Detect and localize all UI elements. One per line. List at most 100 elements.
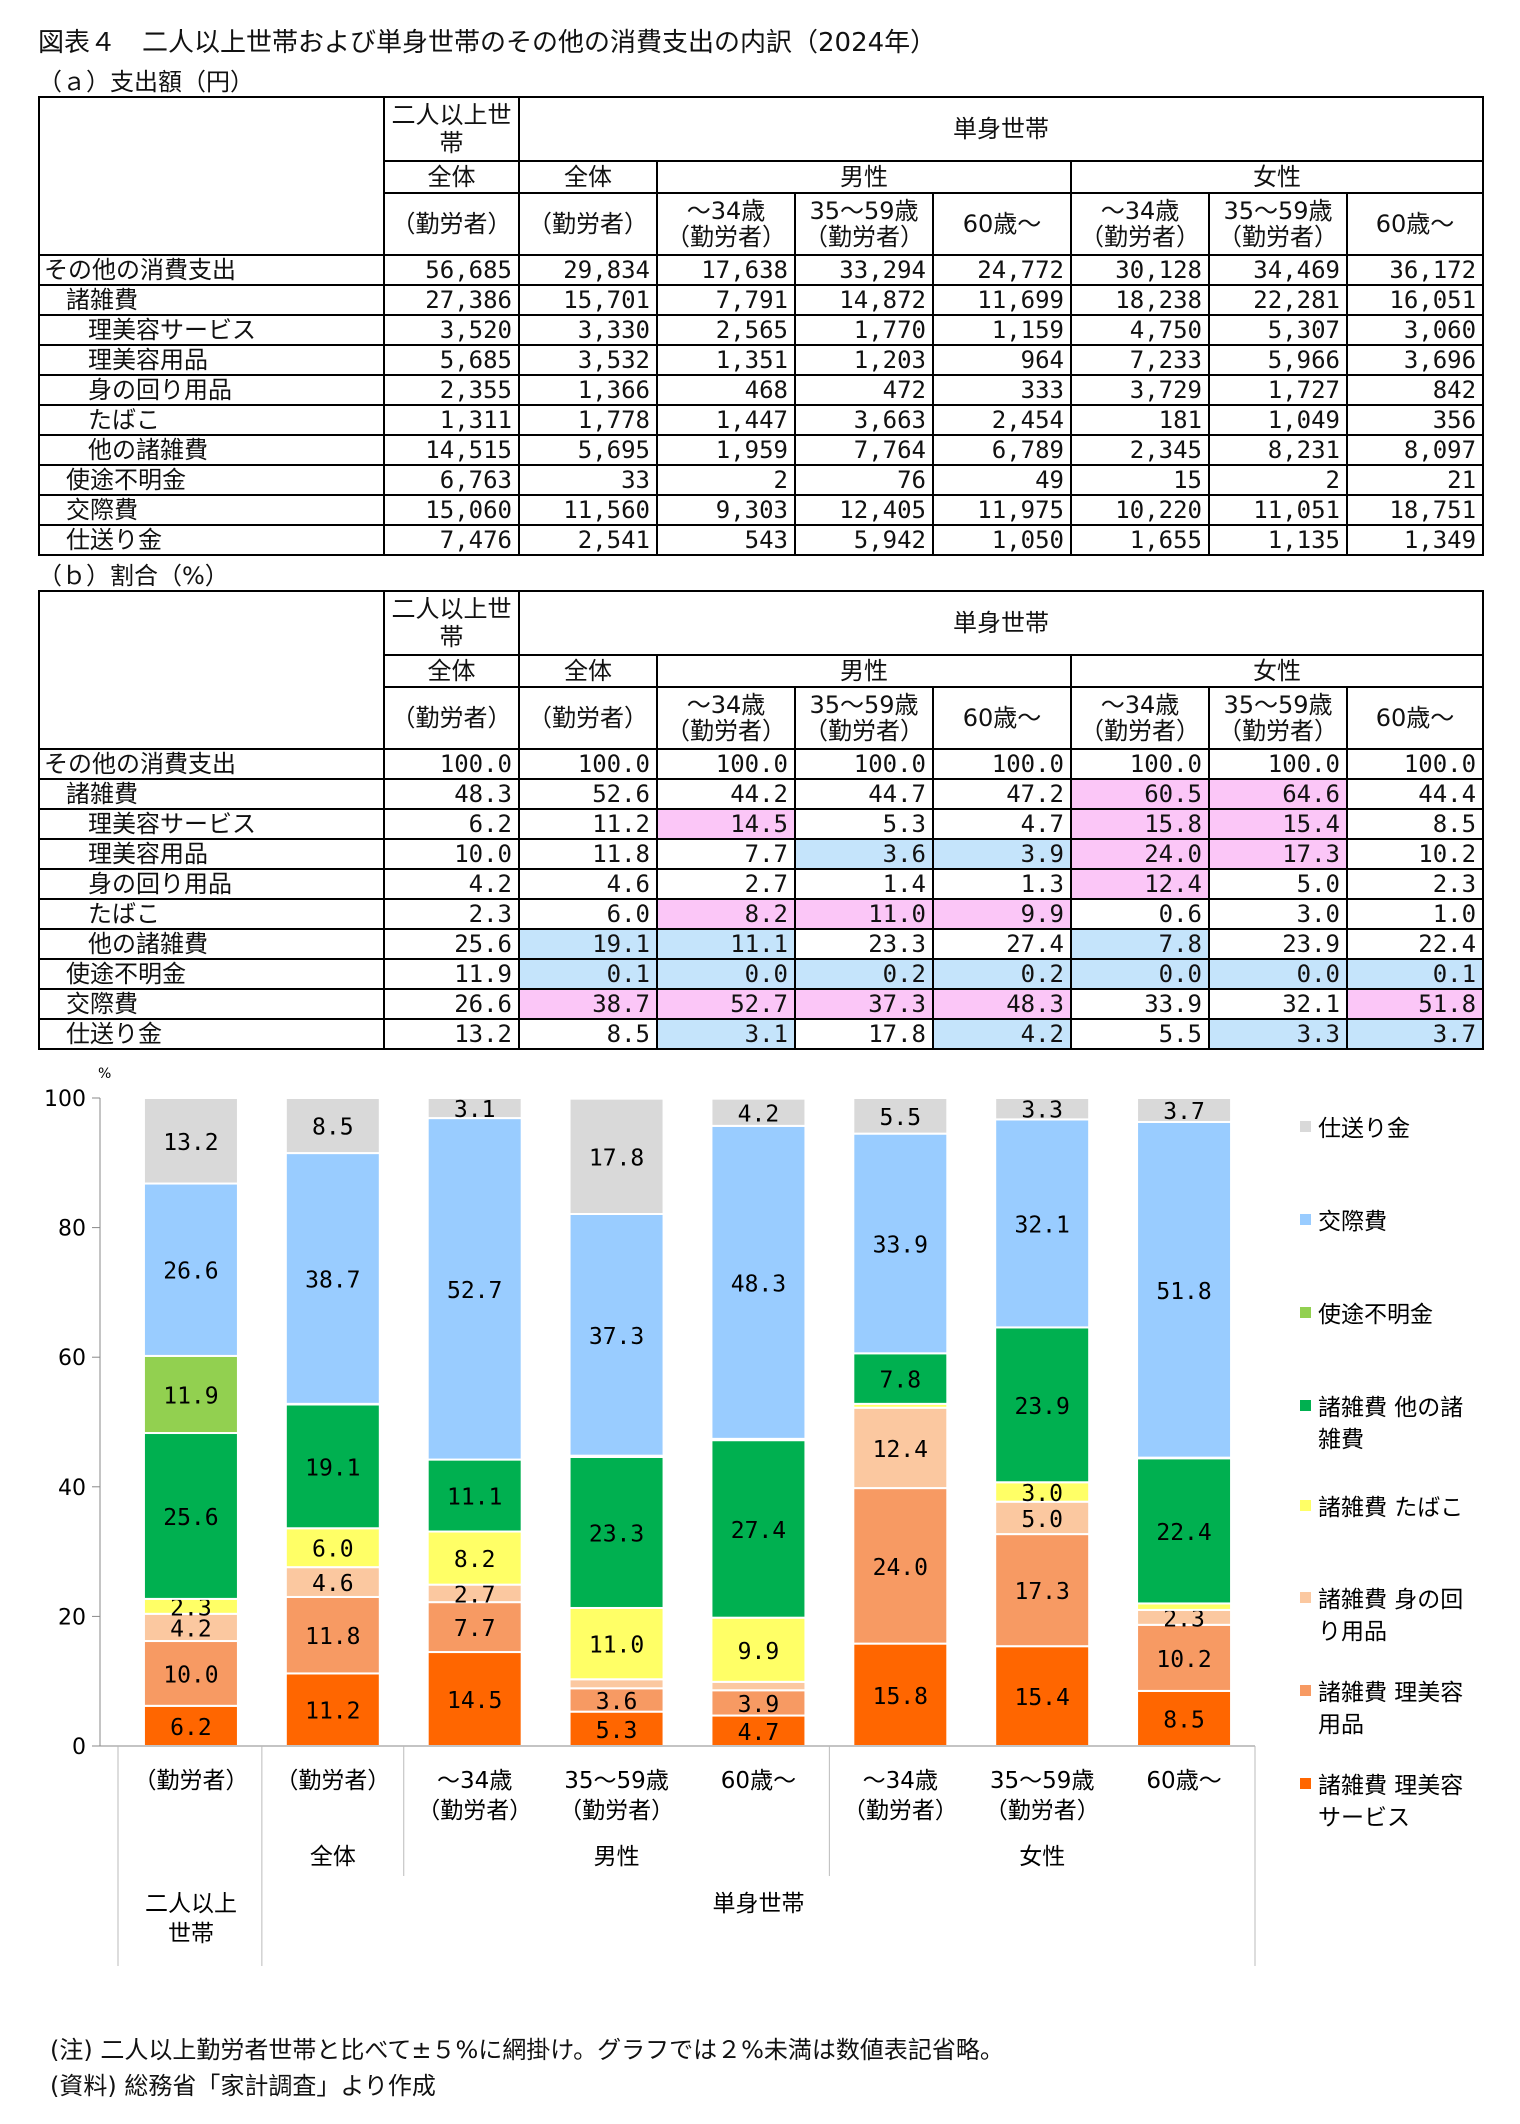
bar-segment bbox=[852, 1352, 949, 1405]
bar-segment bbox=[994, 1326, 1091, 1484]
table-b-row: 使途不明金 11.9 0.1 0.0 0.2 0.2 0.0 0.0 0.1 bbox=[38, 958, 1485, 990]
table-a-cell: 18,238 bbox=[1070, 284, 1210, 316]
table-b-cell: 27.4 bbox=[932, 928, 1072, 960]
bar-segment bbox=[852, 1642, 949, 1748]
table-b-row-label: 交際費 bbox=[38, 988, 385, 1020]
data-label: 12.4 bbox=[873, 1437, 928, 1463]
table-b-row: 理美容用品 10.0 11.8 7.7 3.6 3.9 24.0 17.3 10.2 bbox=[38, 838, 1485, 870]
table-a-cell: 12,405 bbox=[794, 494, 934, 526]
table-a-cell: 7,476 bbox=[383, 524, 520, 556]
x-tick-label: （勤労者） bbox=[275, 1768, 390, 1794]
table-a-cell: 1,050 bbox=[932, 524, 1072, 556]
table-b-header-col-3: 35～59歳 （勤労者） bbox=[794, 686, 934, 750]
data-label: 5.0 bbox=[1021, 1507, 1063, 1533]
table-a-cell: 18,751 bbox=[1345, 494, 1485, 526]
data-label: 51.8 bbox=[1156, 1279, 1211, 1305]
table-a-cell: 1,349 bbox=[1345, 524, 1485, 556]
table-a-cell: 2,355 bbox=[383, 374, 520, 406]
table-b-cell: 2.3 bbox=[383, 898, 520, 930]
table-a-cell: 33 bbox=[518, 464, 658, 496]
table-b-cell: 4.2 bbox=[932, 1018, 1072, 1050]
table-a-cell: 15,060 bbox=[383, 494, 520, 526]
x-tick-label: （勤労者） bbox=[417, 1798, 532, 1824]
data-label: 3.3 bbox=[1021, 1098, 1063, 1124]
x-tick-label: 35～59歳 bbox=[990, 1768, 1095, 1794]
data-label: 22.4 bbox=[1156, 1520, 1211, 1546]
table-a-header-col-4: 60歳～ bbox=[932, 192, 1072, 256]
source-text: (資料) 総務省「家計調査」より作成 bbox=[50, 2072, 436, 2100]
table-a-row-label: 理美容サービス bbox=[38, 314, 385, 346]
table-b-cell: 100.0 bbox=[794, 748, 934, 780]
bar-segment bbox=[142, 1097, 239, 1185]
data-label: 3.1 bbox=[454, 1097, 496, 1123]
table-b-row-label: 仕送り金 bbox=[38, 1018, 385, 1050]
table-b-header-col-4: 60歳～ bbox=[932, 686, 1072, 750]
table-b-cell: 7.7 bbox=[656, 838, 796, 870]
bar-segment bbox=[1136, 1097, 1233, 1123]
data-label: 6.2 bbox=[170, 1715, 212, 1741]
figure-title: 図表４ 二人以上世帯および単身世帯のその他の消費支出の内訳（2024年） bbox=[38, 28, 937, 58]
table-b-cell: 11.0 bbox=[794, 898, 934, 930]
data-label: 3.6 bbox=[596, 1689, 638, 1715]
table-b-header-col-7: 60歳～ bbox=[1345, 686, 1485, 750]
data-label: 11.1 bbox=[447, 1485, 502, 1511]
data-label: 3.0 bbox=[1021, 1481, 1063, 1507]
bar-segment bbox=[1136, 1120, 1233, 1459]
table-a-cell: 842 bbox=[1345, 374, 1485, 406]
table-b-cell: 9.9 bbox=[932, 898, 1072, 930]
table-b-cell: 47.2 bbox=[932, 778, 1072, 810]
table-b-corner bbox=[38, 590, 385, 750]
table-a-cell: 7,791 bbox=[656, 284, 796, 316]
bar-segment bbox=[994, 1645, 1091, 1748]
table-a-cell: 17,638 bbox=[656, 254, 796, 286]
group-label: 単身世帯 bbox=[712, 1891, 804, 1917]
data-label: 23.3 bbox=[589, 1521, 644, 1547]
table-a-cell: 10,220 bbox=[1070, 494, 1210, 526]
x-tick-label: （勤労者） bbox=[133, 1768, 248, 1794]
legend-swatch bbox=[1300, 1592, 1311, 1603]
table-a-cell: 2,454 bbox=[932, 404, 1072, 436]
table-a-header-col-6: 35～59歳 （勤労者） bbox=[1208, 192, 1348, 256]
data-label: 17.3 bbox=[1014, 1579, 1069, 1605]
table-a-cell: 1,770 bbox=[794, 314, 934, 346]
table-a-row: 仕送り金 7,476 2,541 543 5,942 1,050 1,655 1,135 1,3… bbox=[38, 524, 1485, 556]
table-a-cell: 29,834 bbox=[518, 254, 658, 286]
table-a-header-col-7: 60歳～ bbox=[1345, 192, 1485, 256]
table-b-row-label: 他の諸雑費 bbox=[38, 928, 385, 960]
table-a-cell: 21 bbox=[1345, 464, 1485, 496]
data-label: 5.3 bbox=[596, 1718, 638, 1744]
table-b-row: 仕送り金 13.2 8.5 3.1 17.8 4.2 5.5 3.3 3.7 bbox=[38, 1018, 1485, 1050]
x-tick-label: （勤労者） bbox=[985, 1798, 1100, 1824]
table-a-row-label: 諸雑費 bbox=[38, 284, 385, 316]
table-a-cell: 9,303 bbox=[656, 494, 796, 526]
bar-segment bbox=[568, 1678, 665, 1690]
table-a-cell: 22,281 bbox=[1208, 284, 1348, 316]
table-a-cell: 1,159 bbox=[932, 314, 1072, 346]
bar-segment bbox=[284, 1566, 381, 1598]
table-a-header-col-0: （勤労者） bbox=[383, 192, 520, 256]
y-tick-label: 40 bbox=[58, 1476, 86, 1501]
bar-segment bbox=[852, 1487, 949, 1645]
table-a-cell: 964 bbox=[932, 344, 1072, 376]
data-label: 6.0 bbox=[312, 1537, 354, 1563]
table-b-cell: 44.4 bbox=[1345, 778, 1485, 810]
table-b-row-label: たばこ bbox=[38, 898, 385, 930]
table-a-cell: 3,729 bbox=[1070, 374, 1210, 406]
table-a-cell: 1,655 bbox=[1070, 524, 1210, 556]
data-label: 8.5 bbox=[312, 1115, 354, 1141]
table-b-cell: 4.7 bbox=[932, 808, 1072, 840]
table-a-row-label: 使途不明金 bbox=[38, 464, 385, 496]
table-b-row-label: 身の回り用品 bbox=[38, 868, 385, 900]
data-label: 27.4 bbox=[731, 1518, 786, 1544]
table-a-cell: 1,447 bbox=[656, 404, 796, 436]
table-b-cell: 11.2 bbox=[518, 808, 658, 840]
legend-label: 雑費 bbox=[1318, 1427, 1364, 1453]
table-b-cell: 1.0 bbox=[1345, 898, 1485, 930]
x-tick-label: 35～59歳 bbox=[564, 1768, 669, 1794]
table-b-row-label: 諸雑費 bbox=[38, 778, 385, 810]
table-a-row-label: 仕送り金 bbox=[38, 524, 385, 556]
data-label: 4.7 bbox=[738, 1720, 780, 1746]
table-b-cell: 38.7 bbox=[518, 988, 658, 1020]
table-b-cell: 5.5 bbox=[1070, 1018, 1210, 1050]
table-b-header-col-1: （勤労者） bbox=[518, 686, 658, 750]
